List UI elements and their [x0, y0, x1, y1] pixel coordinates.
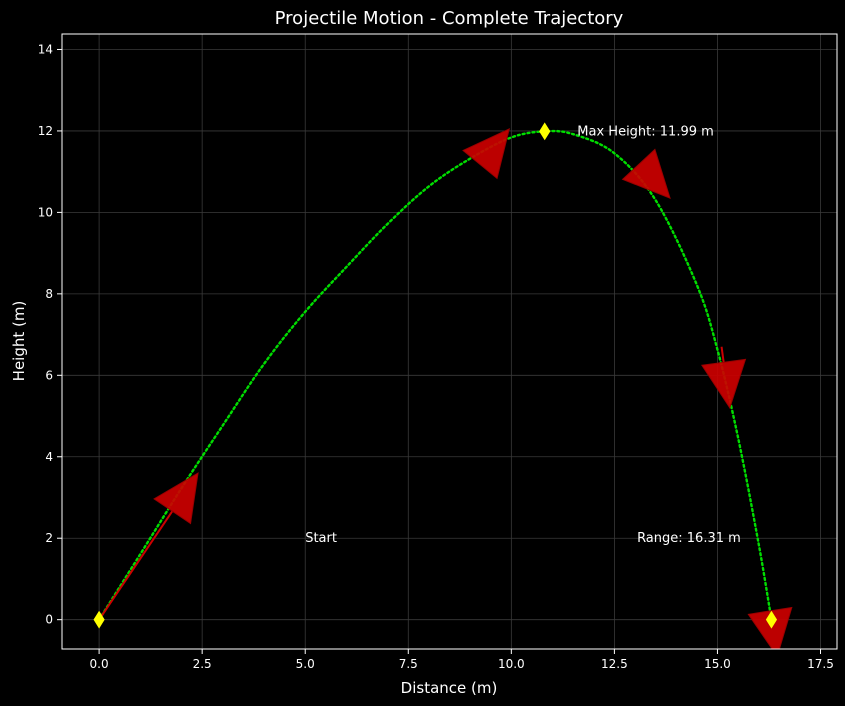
y-tick-label: 8	[45, 287, 53, 301]
velocity-arrow-head	[153, 472, 199, 525]
y-tick-label: 14	[38, 42, 53, 56]
plot-frame	[61, 33, 838, 650]
x-tick-label: 0.0	[90, 657, 109, 671]
annotation-label: Range: 16.31 m	[637, 531, 741, 546]
arrow-layer	[98, 128, 793, 649]
diamond-marker	[539, 122, 551, 141]
y-tick-label: 4	[45, 450, 53, 464]
tick-layer: 0.0 2.5 5.0 7.5 10.0 12.5 15.0 17.5 0 2 4 6 8 10 12 14	[38, 42, 834, 671]
velocity-arrow	[701, 346, 747, 410]
y-tick-label: 12	[38, 124, 53, 138]
marker-layer	[93, 122, 778, 629]
velocity-arrow	[747, 606, 793, 649]
grid	[62, 34, 837, 649]
y-axis-label: Height (m)	[10, 301, 28, 382]
annotation-label: Max Height: 11.99 m	[577, 124, 714, 139]
velocity-arrow-head	[621, 148, 671, 199]
x-tick-label: 10.0	[498, 657, 525, 671]
x-tick-label: 5.0	[296, 657, 315, 671]
annotation-label: Start	[305, 531, 337, 546]
x-tick-label: 7.5	[399, 657, 418, 671]
velocity-arrow-shaft	[98, 510, 174, 621]
diamond-marker	[93, 610, 105, 629]
x-axis-label: Distance (m)	[401, 679, 498, 697]
y-tick-label: 2	[45, 531, 53, 545]
x-tick-label: 15.0	[704, 657, 731, 671]
velocity-arrow	[621, 148, 671, 199]
x-tick-label: 2.5	[193, 657, 212, 671]
velocity-arrow	[462, 128, 511, 180]
chart-title: Projectile Motion - Complete Trajectory	[275, 8, 624, 29]
velocity-arrow-head	[747, 606, 793, 649]
velocity-arrow-head	[701, 358, 747, 410]
annotation-layer: Max Height: 11.99 m Start Range: 16.31 m	[305, 124, 741, 546]
velocity-arrow	[98, 472, 199, 621]
velocity-arrow-shaft	[720, 346, 725, 363]
velocity-arrow-head	[462, 128, 511, 180]
x-tick-label: 12.5	[601, 657, 628, 671]
y-tick-label: 10	[38, 205, 53, 219]
x-tick-label: 17.5	[807, 657, 834, 671]
y-tick-label: 0	[45, 613, 53, 627]
y-tick-label: 6	[45, 368, 53, 382]
diamond-marker	[765, 610, 778, 629]
